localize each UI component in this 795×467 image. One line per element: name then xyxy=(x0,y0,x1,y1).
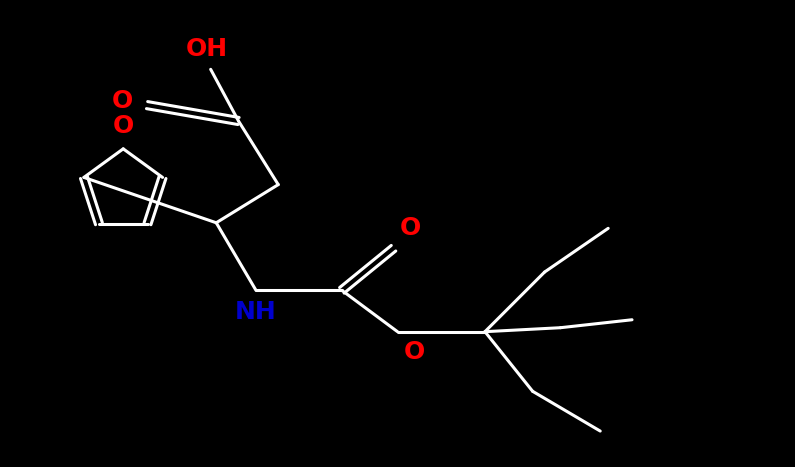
Text: O: O xyxy=(400,216,421,240)
Text: O: O xyxy=(113,114,134,139)
Text: O: O xyxy=(111,89,133,113)
Text: OH: OH xyxy=(186,37,227,61)
Text: O: O xyxy=(404,340,425,364)
Text: NH: NH xyxy=(235,300,277,324)
